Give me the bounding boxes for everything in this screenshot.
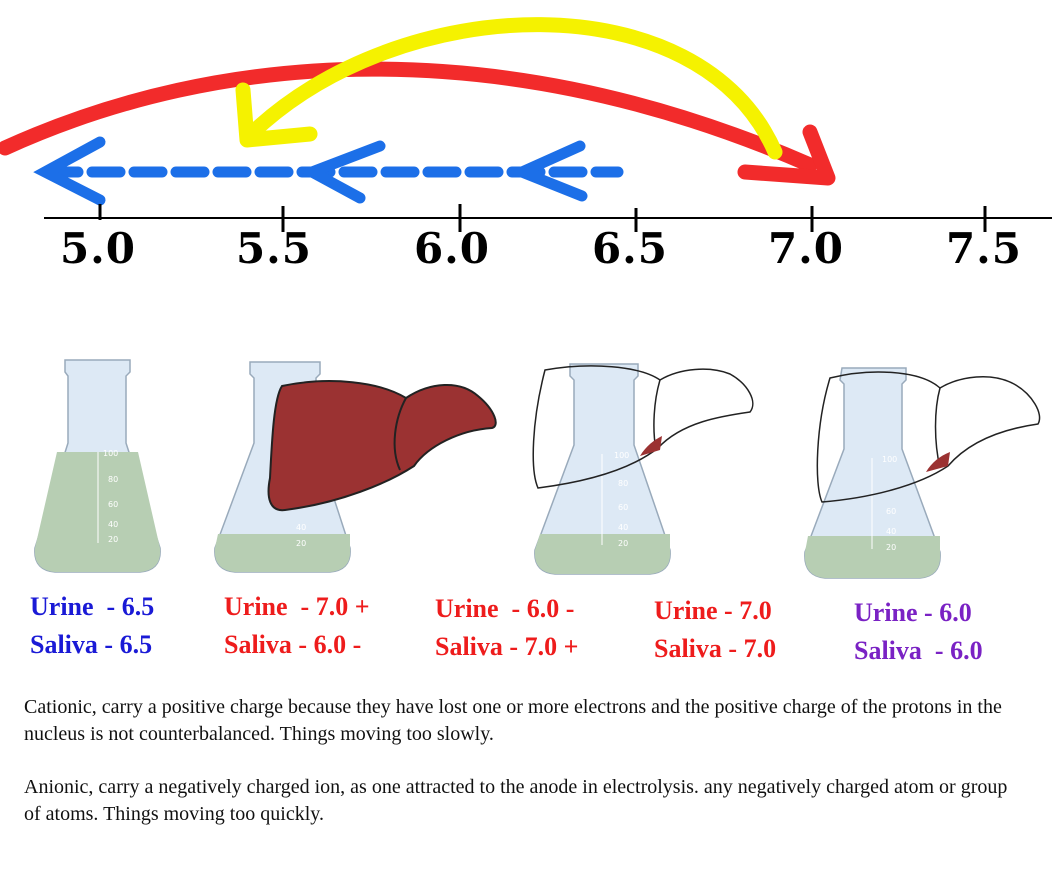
ph-scale-diagram	[0, 17, 1052, 232]
flask-3-grad-100: 100	[614, 451, 629, 460]
flask-2: 40 20	[214, 361, 497, 573]
tick-label-6.5: 6.5	[591, 224, 669, 273]
label-pair-1: Urine - 6.5 Saliva - 6.5	[30, 588, 154, 664]
tick-label-5.0: 5.0	[59, 224, 137, 273]
urine-reading-5: Urine - 6.0	[854, 598, 972, 627]
flask-4-grad-100: 100	[882, 455, 897, 464]
blue-dashed-arrow	[33, 136, 624, 206]
urine-reading-3: Urine - 6.0 -	[435, 594, 575, 623]
flask-2-grad-20: 20	[296, 539, 306, 548]
flask-4-grad-20: 20	[886, 543, 896, 552]
liver-outline-2	[816, 371, 1041, 503]
urine-reading-1: Urine - 6.5	[30, 592, 155, 621]
label-pair-2: Urine - 7.0 + Saliva - 6.0 -	[224, 588, 370, 664]
yellow-arrowhead	[235, 82, 318, 148]
flask-1-grad-40: 40	[108, 520, 118, 529]
saliva-reading-1: Saliva - 6.5	[30, 630, 153, 659]
flask-3-grad-40: 40	[618, 523, 628, 532]
flask-4: 100 60 40 20	[804, 367, 1041, 579]
ph-axis-ticks	[98, 204, 987, 232]
tick-label-7.5: 7.5	[945, 224, 1023, 273]
tick-label-6.0: 6.0	[413, 224, 491, 273]
flask-1-grad-80: 80	[108, 475, 118, 484]
liver-outline-1	[532, 365, 754, 489]
saliva-reading-5: Saliva - 6.0	[854, 636, 983, 665]
saliva-reading-2: Saliva - 6.0 -	[224, 630, 362, 659]
red-arrowhead	[737, 124, 836, 186]
flask-2-grad-40: 40	[296, 523, 306, 532]
red-arc-arrow	[0, 61, 818, 173]
label-pair-4: Urine - 7.0 Saliva - 7.0	[654, 592, 776, 668]
flask-4-grad-40: 40	[886, 527, 896, 536]
saliva-reading-3: Saliva - 7.0 +	[435, 632, 579, 661]
tick-label-5.5: 5.5	[235, 224, 313, 273]
cationic-paragraph: Cationic, carry a positive charge becaus…	[24, 696, 1002, 745]
saliva-reading-4: Saliva - 7.0	[654, 634, 777, 663]
urine-reading-2: Urine - 7.0 +	[224, 592, 370, 621]
flask-1-grad-20: 20	[108, 535, 118, 544]
flask-3-grad-20: 20	[618, 539, 628, 548]
flask-1-grad-100: 100	[103, 449, 118, 458]
yellow-arc-arrow	[242, 17, 783, 160]
flask-1-grad-60: 60	[108, 500, 118, 509]
flask-4-grad-60: 60	[886, 507, 896, 516]
label-pair-5: Urine - 6.0 Saliva - 6.0	[854, 594, 983, 670]
tick-label-7.0: 7.0	[767, 224, 845, 273]
flask-3-grad-60: 60	[618, 503, 628, 512]
urine-reading-4: Urine - 7.0	[654, 596, 772, 625]
anionic-paragraph: Anionic, carry a negatively charged ion,…	[24, 776, 1008, 825]
liver-filled	[267, 380, 497, 512]
flask-3-grad-80: 80	[618, 479, 628, 488]
flask-3: 100 80 60 40 20	[532, 363, 754, 575]
flask-1: 100 80 60 40 20	[34, 359, 161, 573]
label-pair-3: Urine - 6.0 - Saliva - 7.0 +	[435, 590, 578, 666]
